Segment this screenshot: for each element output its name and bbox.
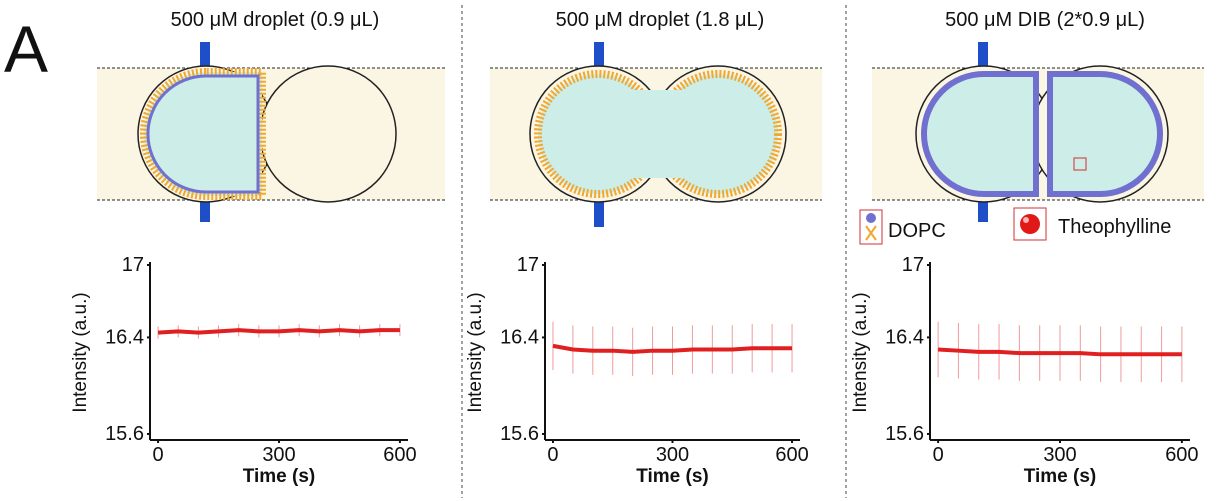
data-line [157, 328, 400, 335]
x-tick-label: 300 [262, 444, 295, 466]
x-tick-label: 0 [547, 444, 558, 466]
x-tick-label: 600 [775, 444, 808, 466]
y-tick-label: 17 [122, 254, 144, 276]
y-axis-label: Intensity (a.u.) [465, 292, 486, 412]
y-tick-label: 17 [902, 254, 924, 276]
x-axis-label: Time (s) [1024, 466, 1097, 487]
data-line [938, 347, 1182, 357]
y-tick-label: 17 [517, 254, 539, 276]
x-tick-label: 300 [656, 444, 689, 466]
legend-icon [1013, 207, 1047, 241]
legend-icon [859, 209, 883, 245]
legend-label: DOPC [888, 220, 946, 242]
chart-title: 500 μM droplet (0.9 μL) [171, 9, 380, 31]
legend-label: Theophylline [1058, 216, 1171, 238]
x-axis-label: Time (s) [243, 466, 316, 487]
data-line [552, 343, 793, 354]
panel-label: A [4, 12, 48, 86]
y-axis-label: Intensity (a.u.) [70, 292, 91, 412]
x-tick-label: 600 [383, 444, 416, 466]
x-tick-label: 600 [1165, 444, 1198, 466]
x-tick-label: 0 [153, 444, 164, 466]
diagram [872, 42, 1204, 222]
legend: DOPC Theophylline [859, 207, 1171, 245]
y-tick-label: 16.4 [105, 326, 144, 348]
x-axis-label: Time (s) [636, 466, 709, 487]
y-tick-label: 15.6 [500, 423, 539, 445]
chart-title: 500 μM DIB (2*0.9 μL) [945, 9, 1145, 31]
diagram [490, 42, 822, 227]
y-tick-label: 15.6 [105, 423, 144, 445]
chart-title: 500 μM droplet (1.8 μL) [556, 9, 765, 31]
y-axis-label: Intensity (a.u.) [850, 292, 871, 412]
x-tick-label: 0 [933, 444, 944, 466]
y-tick-label: 16.4 [500, 326, 539, 348]
y-tick-label: 15.6 [885, 423, 924, 445]
y-tick-label: 16.4 [885, 326, 924, 348]
x-tick-label: 300 [1043, 444, 1076, 466]
diagram [97, 42, 445, 222]
